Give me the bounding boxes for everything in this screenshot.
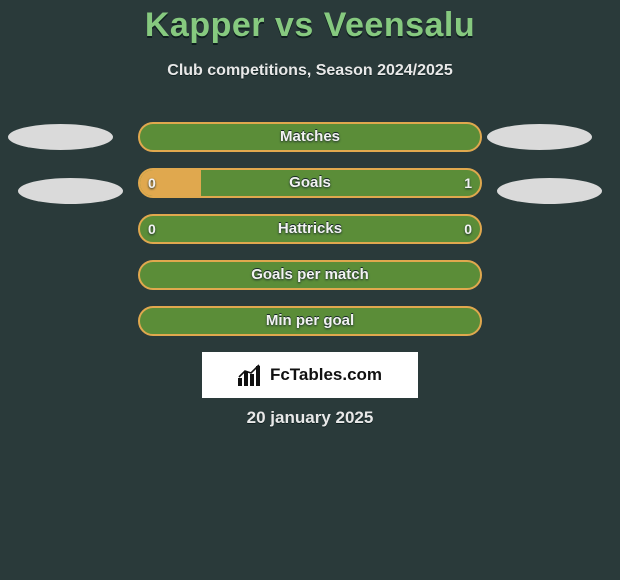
pie-chart-left-1 — [8, 124, 113, 150]
player2-name: Veensalu — [324, 6, 475, 44]
stat-gpm-label: Goals per match — [140, 262, 480, 288]
stat-mpg-label: Min per goal — [140, 308, 480, 334]
stat-matches-label: Matches — [140, 124, 480, 150]
pie-chart-right-1 — [487, 124, 592, 150]
season-subtitle: Club competitions, Season 2024/2025 — [0, 62, 620, 80]
source-logo-text: FcTables.com — [270, 365, 382, 385]
stat-bar-min-per-goal: Min per goal — [138, 306, 482, 336]
pie-chart-left-2 — [18, 178, 123, 204]
stat-bar-matches: Matches — [138, 122, 482, 152]
stat-bars: Matches 0 Goals 1 0 Hattricks 0 Goals pe… — [138, 122, 482, 352]
stat-hattricks-label: Hattricks — [140, 216, 480, 242]
snapshot-date: 20 january 2025 — [0, 408, 620, 428]
vs-separator: vs — [265, 6, 324, 44]
stat-hattricks-value-right: 0 — [464, 216, 472, 242]
source-logo: FcTables.com — [202, 352, 418, 398]
source-logo-inner: FcTables.com — [238, 364, 382, 386]
stat-goals-value-right: 1 — [464, 170, 472, 196]
player1-name: Kapper — [145, 6, 265, 44]
bars-icon — [238, 364, 264, 386]
comparison-title: Kapper vs Veensalu — [0, 6, 620, 45]
stat-bar-goals-per-match: Goals per match — [138, 260, 482, 290]
pie-chart-right-2 — [497, 178, 602, 204]
stat-goals-label: Goals — [140, 170, 480, 196]
stat-bar-hattricks: 0 Hattricks 0 — [138, 214, 482, 244]
stat-bar-goals: 0 Goals 1 — [138, 168, 482, 198]
